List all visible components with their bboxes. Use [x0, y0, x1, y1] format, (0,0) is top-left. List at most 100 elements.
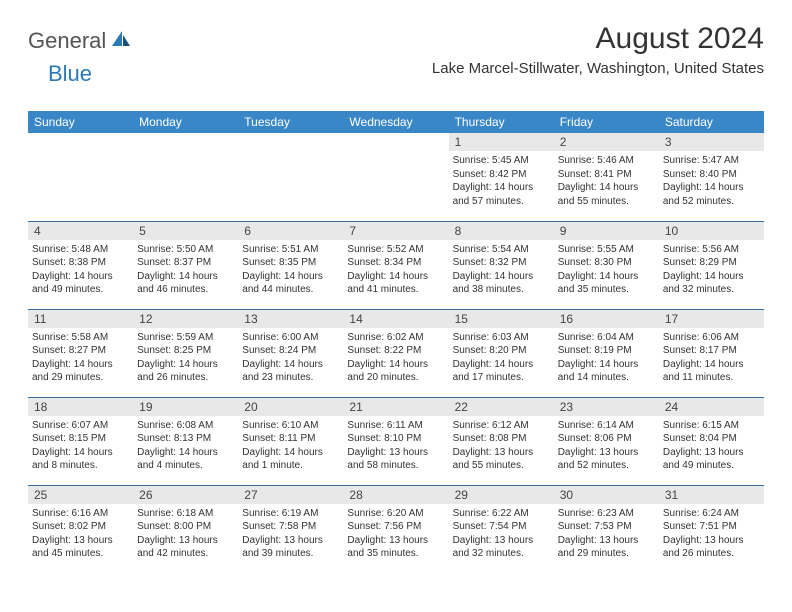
sunrise-line: Sunrise: 6:10 AM [242, 419, 339, 433]
day-details: Sunrise: 6:22 AMSunset: 7:54 PMDaylight:… [453, 507, 550, 561]
day-number: 12 [133, 310, 238, 328]
sunrise-line: Sunrise: 6:22 AM [453, 507, 550, 521]
sunset-line: Sunset: 7:58 PM [242, 520, 339, 534]
sunrise-line: Sunrise: 6:15 AM [663, 419, 760, 433]
calendar-week-row: 11Sunrise: 5:58 AMSunset: 8:27 PMDayligh… [28, 309, 764, 397]
daylight-line: Daylight: 14 hours and 35 minutes. [558, 270, 655, 297]
sunrise-line: Sunrise: 6:23 AM [558, 507, 655, 521]
sunset-line: Sunset: 8:37 PM [137, 256, 234, 270]
day-details: Sunrise: 6:03 AMSunset: 8:20 PMDaylight:… [453, 331, 550, 385]
sunrise-line: Sunrise: 6:06 AM [663, 331, 760, 345]
calendar-day-cell: 12Sunrise: 5:59 AMSunset: 8:25 PMDayligh… [133, 309, 238, 397]
sunrise-line: Sunrise: 6:04 AM [558, 331, 655, 345]
sunrise-line: Sunrise: 6:07 AM [32, 419, 129, 433]
calendar-day-cell [343, 133, 448, 221]
daylight-line: Daylight: 13 hours and 32 minutes. [453, 534, 550, 561]
daylight-line: Daylight: 14 hours and 4 minutes. [137, 446, 234, 473]
weekday-header-row: Sunday Monday Tuesday Wednesday Thursday… [28, 111, 764, 133]
sunrise-line: Sunrise: 5:54 AM [453, 243, 550, 257]
sunset-line: Sunset: 8:10 PM [347, 432, 444, 446]
sunset-line: Sunset: 8:42 PM [453, 168, 550, 182]
sunset-line: Sunset: 8:25 PM [137, 344, 234, 358]
calendar-day-cell: 10Sunrise: 5:56 AMSunset: 8:29 PMDayligh… [659, 221, 764, 309]
sunset-line: Sunset: 7:56 PM [347, 520, 444, 534]
day-details: Sunrise: 6:07 AMSunset: 8:15 PMDaylight:… [32, 419, 129, 473]
day-number: 16 [554, 310, 659, 328]
calendar-day-cell: 27 Sunrise: 6:19 AMSunset: 7:58 PMDayligh… [238, 485, 343, 573]
day-details: Sunrise: 6:16 AMSunset: 8:02 PMDaylight:… [32, 507, 129, 561]
day-number: 27 [238, 486, 343, 504]
sunrise-line: Sunrise: 6:24 AM [663, 507, 760, 521]
day-details: Sunrise: 6:04 AMSunset: 8:19 PMDaylight:… [558, 331, 655, 385]
daylight-line: Daylight: 14 hours and 49 minutes. [32, 270, 129, 297]
calendar-day-cell: 5Sunrise: 5:50 AMSunset: 8:37 PMDaylight… [133, 221, 238, 309]
calendar-day-cell: 22Sunrise: 6:12 AMSunset: 8:08 PMDayligh… [449, 397, 554, 485]
calendar-day-cell: 17Sunrise: 6:06 AMSunset: 8:17 PMDayligh… [659, 309, 764, 397]
daylight-line: Daylight: 14 hours and 23 minutes. [242, 358, 339, 385]
sunrise-line: Sunrise: 6:20 AM [347, 507, 444, 521]
daylight-line: Daylight: 13 hours and 35 minutes. [347, 534, 444, 561]
day-details: Sunrise: 6:19 AMSunset: 7:58 PMDaylight:… [242, 507, 339, 561]
sunset-line: Sunset: 8:22 PM [347, 344, 444, 358]
day-number: 7 [343, 222, 448, 240]
calendar-day-cell [238, 133, 343, 221]
calendar-day-cell: 14 Sunrise: 6:02 AMSunset: 8:22 PMDayligh… [343, 309, 448, 397]
day-number: 30 [554, 486, 659, 504]
day-details: Sunrise: 5:45 AMSunset: 8:42 PMDaylight:… [453, 154, 550, 208]
calendar-day-cell: 21Sunrise: 6:11 AMSunset: 8:10 PMDayligh… [343, 397, 448, 485]
daylight-line: Daylight: 14 hours and 41 minutes. [347, 270, 444, 297]
calendar-week-row: 4Sunrise: 5:48 AMSunset: 8:38 PMDaylight… [28, 221, 764, 309]
sunset-line: Sunset: 8:08 PM [453, 432, 550, 446]
daylight-line: Daylight: 13 hours and 42 minutes. [137, 534, 234, 561]
daylight-line: Daylight: 14 hours and 1 minute. [242, 446, 339, 473]
day-details: Sunrise: 6:23 AMSunset: 7:53 PMDaylight:… [558, 507, 655, 561]
daylight-line: Daylight: 14 hours and 8 minutes. [32, 446, 129, 473]
sunrise-line: Sunrise: 6:19 AM [242, 507, 339, 521]
day-details: Sunrise: 5:46 AMSunset: 8:41 PMDaylight:… [558, 154, 655, 208]
daylight-line: Daylight: 14 hours and 20 minutes. [347, 358, 444, 385]
day-details: Sunrise: 6:12 AMSunset: 8:08 PMDaylight:… [453, 419, 550, 473]
day-details: Sunrise: 6:24 AMSunset: 7:51 PMDaylight:… [663, 507, 760, 561]
weekday-header: Saturday [659, 111, 764, 133]
calendar-day-cell: 24Sunrise: 6:15 AMSunset: 8:04 PMDayligh… [659, 397, 764, 485]
calendar-day-cell: 29Sunrise: 6:22 AMSunset: 7:54 PMDayligh… [449, 485, 554, 573]
sunset-line: Sunset: 8:06 PM [558, 432, 655, 446]
sunrise-line: Sunrise: 6:14 AM [558, 419, 655, 433]
day-details: Sunrise: 6:10 AMSunset: 8:11 PMDaylight:… [242, 419, 339, 473]
calendar-day-cell: 6Sunrise: 5:51 AMSunset: 8:35 PMDaylight… [238, 221, 343, 309]
day-number: 20 [238, 398, 343, 416]
day-number: 21 [343, 398, 448, 416]
day-details: Sunrise: 6:02 AMSunset: 8:22 PMDaylight:… [347, 331, 444, 385]
day-number: 8 [449, 222, 554, 240]
day-number: 23 [554, 398, 659, 416]
day-details: Sunrise: 5:47 AMSunset: 8:40 PMDaylight:… [663, 154, 760, 208]
calendar-day-cell: 8Sunrise: 5:54 AMSunset: 8:32 PMDaylight… [449, 221, 554, 309]
sunrise-line: Sunrise: 6:18 AM [137, 507, 234, 521]
sunset-line: Sunset: 8:17 PM [663, 344, 760, 358]
calendar-day-cell: 18 Sunrise: 6:07 AMSunset: 8:15 PMDayligh… [28, 397, 133, 485]
calendar-day-cell: 9 Sunrise: 5:55 AMSunset: 8:30 PMDaylight… [554, 221, 659, 309]
day-number: 5 [133, 222, 238, 240]
day-details: Sunrise: 6:06 AMSunset: 8:17 PMDaylight:… [663, 331, 760, 385]
calendar-table: Sunday Monday Tuesday Wednesday Thursday… [28, 111, 764, 573]
day-details: Sunrise: 5:55 AMSunset: 8:30 PMDaylight:… [558, 243, 655, 297]
daylight-line: Daylight: 13 hours and 29 minutes. [558, 534, 655, 561]
weekday-header: Wednesday [343, 111, 448, 133]
day-number: 18 [28, 398, 133, 416]
sunset-line: Sunset: 8:29 PM [663, 256, 760, 270]
sunrise-line: Sunrise: 5:51 AM [242, 243, 339, 257]
month-title: August 2024 [432, 22, 764, 56]
day-number: 9 [554, 222, 659, 240]
calendar-day-cell [133, 133, 238, 221]
logo-text-blue: Blue [48, 61, 92, 86]
daylight-line: Daylight: 14 hours and 14 minutes. [558, 358, 655, 385]
day-number: 14 [343, 310, 448, 328]
sunset-line: Sunset: 8:00 PM [137, 520, 234, 534]
day-details: Sunrise: 5:52 AMSunset: 8:34 PMDaylight:… [347, 243, 444, 297]
sunset-line: Sunset: 8:13 PM [137, 432, 234, 446]
sunrise-line: Sunrise: 6:00 AM [242, 331, 339, 345]
sunset-line: Sunset: 8:34 PM [347, 256, 444, 270]
daylight-line: Daylight: 14 hours and 55 minutes. [558, 181, 655, 208]
sunrise-line: Sunrise: 5:50 AM [137, 243, 234, 257]
weekday-header: Sunday [28, 111, 133, 133]
